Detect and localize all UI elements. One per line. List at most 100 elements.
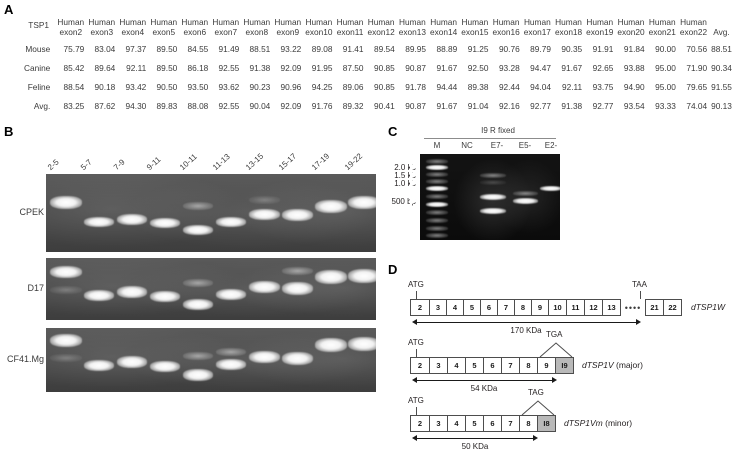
exon-name: exon9 xyxy=(276,26,300,37)
cell: 90.87 xyxy=(405,62,426,73)
ladder-band xyxy=(426,159,448,164)
arrow-head-left-icon xyxy=(412,435,417,441)
cell: 95.00 xyxy=(655,62,676,73)
cell: 90.00 xyxy=(655,43,676,54)
panel-a-letter: A xyxy=(4,2,14,17)
gel-row-d17: D17 xyxy=(0,258,382,320)
species-prefix: Human xyxy=(243,17,271,27)
cell: 89.32 xyxy=(342,100,364,111)
table-corner-label: TSP1 xyxy=(28,19,50,30)
cell: 91.76 xyxy=(311,100,333,111)
arrow-bar xyxy=(416,380,553,381)
column-header-exon13: Human exon13 xyxy=(397,17,428,40)
cell: 93.33 xyxy=(655,100,676,111)
row-label-canine: Canine xyxy=(24,62,51,73)
table-body: Mouse 75.79 83.04 97.37 89.50 84.55 91.4… xyxy=(22,40,734,116)
gene-name-italic: dTSP1Vm xyxy=(564,418,603,428)
exon-box: 3 xyxy=(429,415,448,432)
marker-arrow-icon xyxy=(410,163,418,171)
exon-box: 3 xyxy=(429,299,447,316)
marker-arrow-icon xyxy=(410,171,418,179)
lane-label: 13-15 xyxy=(243,151,266,172)
cell: 83.04 xyxy=(94,43,116,54)
exon-box: 3 xyxy=(429,357,448,374)
exon-name: exon20 xyxy=(617,26,645,37)
protein-size-label: 54 KDa xyxy=(470,384,498,393)
marker-arrow-icon xyxy=(410,179,418,187)
lane-label-e5: E5- xyxy=(518,141,532,150)
cell: 91.38 xyxy=(249,62,271,73)
column-header-exon4: Human exon4 xyxy=(117,17,148,40)
protein-span-arrow xyxy=(412,377,557,384)
lane-label: 2-5 xyxy=(45,157,61,172)
sample-band xyxy=(540,186,560,191)
exon-box: 9 xyxy=(531,299,549,316)
exon-box: 2 xyxy=(410,357,430,374)
marker-arrow-icon xyxy=(410,197,418,205)
exon-name: exon3 xyxy=(90,26,114,37)
species-prefix: Human xyxy=(648,17,676,27)
cell: 92.16 xyxy=(498,100,520,111)
exon-name: exon4 xyxy=(121,26,145,37)
table-row: Mouse 75.79 83.04 97.37 89.50 84.55 91.4… xyxy=(22,40,734,59)
cell: 91.38 xyxy=(561,100,583,111)
cell: 92.09 xyxy=(280,62,302,73)
column-header-exon5: Human exon5 xyxy=(148,17,179,40)
species-prefix: Human xyxy=(181,17,209,27)
stop-codon-label: TAG xyxy=(528,388,544,397)
start-codon-label: ATG xyxy=(408,280,424,289)
gel-band xyxy=(249,281,280,293)
gel-row-cpek: CPEK xyxy=(0,174,382,252)
gel-band xyxy=(348,196,376,209)
gel-band xyxy=(348,269,376,283)
gel-image-d17 xyxy=(46,258,376,320)
exon-box: 4 xyxy=(447,415,466,432)
cell: 83.25 xyxy=(63,100,85,111)
cell: 89.79 xyxy=(530,43,551,54)
cell: 93.75 xyxy=(592,81,614,92)
arrow-head-right-icon xyxy=(533,435,538,441)
exon-box: 10 xyxy=(548,299,567,316)
stop-codon-tick xyxy=(640,291,641,299)
exon-box: 8 xyxy=(519,415,538,432)
exon-name: exon17 xyxy=(523,26,551,37)
table-header-row: TSP1 Human exon2 Human exon3 Human exon4 xyxy=(22,17,734,40)
species-prefix: Human xyxy=(367,17,395,27)
lane-label-e7: E7- xyxy=(490,141,504,150)
panel-c-letter: C xyxy=(388,124,398,139)
exon-name: exon18 xyxy=(554,26,583,37)
gel-band-faint xyxy=(183,202,213,210)
cell-avg: 88.51 xyxy=(711,43,732,54)
exon-name: exon15 xyxy=(461,26,489,37)
gel-band xyxy=(150,361,180,372)
gel-band xyxy=(216,289,246,300)
cell: 92.65 xyxy=(592,62,614,73)
cell: 94.47 xyxy=(530,62,551,73)
species-prefix: Human xyxy=(461,17,489,27)
protein-size-label: 50 KDa xyxy=(461,442,489,451)
gel-band-faint xyxy=(183,279,213,287)
gel-band xyxy=(150,218,180,228)
cell: 93.42 xyxy=(125,81,147,92)
ladder-band xyxy=(426,194,448,199)
species-prefix: Human xyxy=(119,17,147,27)
cell: 91.25 xyxy=(467,43,489,54)
exon-box: 9 xyxy=(537,357,556,374)
start-codon-tick xyxy=(416,291,417,299)
cell: 88.08 xyxy=(187,100,209,111)
cell: 85.42 xyxy=(63,62,85,73)
gel-band xyxy=(315,338,347,352)
identity-table: TSP1 Human exon2 Human exon3 Human exon4 xyxy=(22,17,734,116)
column-header-exon20: Human exon20 xyxy=(615,17,646,40)
exon-box: 13 xyxy=(602,299,621,316)
exon-box: 6 xyxy=(480,299,498,316)
gel-band-faint xyxy=(50,286,82,294)
marker-label-2kb: 2.0 kb xyxy=(394,163,416,172)
species-prefix: Human xyxy=(399,17,426,27)
cell: 90.35 xyxy=(561,43,583,54)
gel-band xyxy=(249,351,280,363)
column-header-exon21: Human exon21 xyxy=(647,17,678,40)
gel-band xyxy=(315,200,347,213)
gel-band xyxy=(117,214,147,225)
panel-c-group-rule xyxy=(424,138,556,139)
